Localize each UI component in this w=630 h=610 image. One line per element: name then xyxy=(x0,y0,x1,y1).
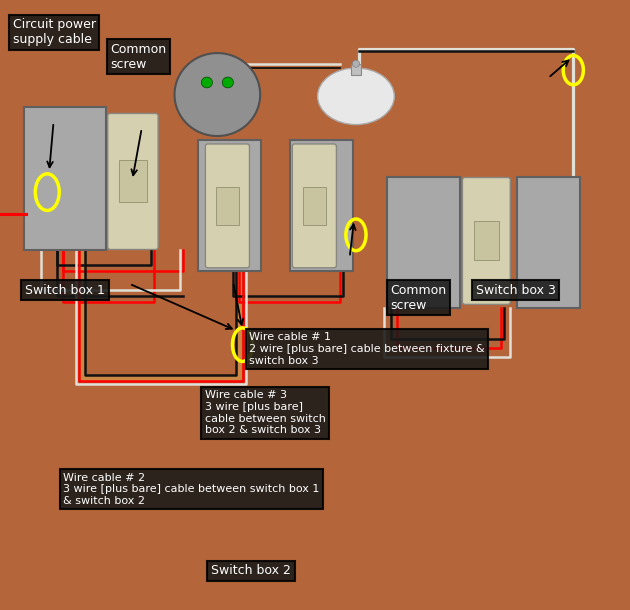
Text: Switch box 3: Switch box 3 xyxy=(476,284,556,296)
Circle shape xyxy=(222,77,233,88)
Circle shape xyxy=(175,53,260,136)
Bar xyxy=(24,107,106,250)
FancyBboxPatch shape xyxy=(462,178,510,304)
Text: Circuit power
supply cable: Circuit power supply cable xyxy=(13,18,96,46)
Text: Wire cable # 1
2 wire [plus bare] cable between fixture &
switch box 3: Wire cable # 1 2 wire [plus bare] cable … xyxy=(249,332,484,365)
FancyBboxPatch shape xyxy=(108,113,158,249)
Circle shape xyxy=(202,77,212,88)
Text: Switch box 2: Switch box 2 xyxy=(211,564,291,577)
Text: Wire cable # 3
3 wire [plus bare]
cable between switch
box 2 & switch box 3: Wire cable # 3 3 wire [plus bare] cable … xyxy=(205,390,326,435)
Bar xyxy=(215,187,239,225)
Bar xyxy=(474,221,499,260)
Bar xyxy=(517,177,580,308)
Bar xyxy=(302,187,326,225)
FancyBboxPatch shape xyxy=(292,144,336,268)
Text: Wire cable # 2
3 wire [plus bare] cable between switch box 1
& switch box 2: Wire cable # 2 3 wire [plus bare] cable … xyxy=(63,473,319,506)
Text: Switch box 1: Switch box 1 xyxy=(25,284,105,296)
Text: Common
screw: Common screw xyxy=(391,284,447,312)
Ellipse shape xyxy=(318,68,394,124)
FancyBboxPatch shape xyxy=(205,144,249,268)
Bar xyxy=(119,160,147,203)
Text: Common
screw: Common screw xyxy=(110,43,166,71)
Bar xyxy=(387,177,460,308)
Circle shape xyxy=(352,60,360,67)
Bar xyxy=(351,65,361,75)
Bar xyxy=(198,140,261,271)
Bar xyxy=(290,140,353,271)
